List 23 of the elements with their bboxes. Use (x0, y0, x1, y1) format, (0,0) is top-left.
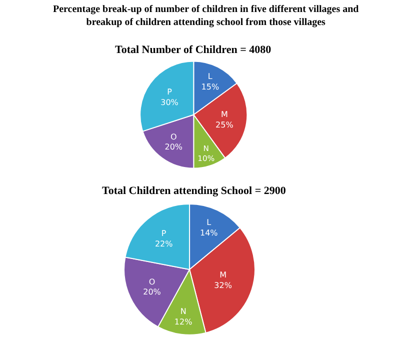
slice-label: P (161, 228, 166, 238)
slice-label: N (180, 307, 186, 316)
slice-label: M (220, 270, 227, 280)
data-label: 30% (160, 98, 179, 108)
data-label: 20% (164, 142, 183, 152)
slice-label: O (170, 132, 177, 142)
slice-label: M (220, 110, 228, 119)
data-label: 32% (214, 281, 232, 290)
data-label: 25% (216, 120, 234, 130)
chart-title: Percentage break-up of number of children in five different villages and breakup of children attending school from those villages (53, 4, 360, 28)
data-label: 10% (198, 154, 215, 163)
data-label: 14% (200, 228, 218, 238)
data-label: 15% (201, 82, 220, 92)
slice-label: N (203, 144, 209, 154)
slice-label: P (167, 88, 172, 97)
slice-label: L (206, 218, 212, 228)
chart-subtitle: Total Number of Children = 4080 (115, 44, 272, 56)
data-label: 12% (174, 318, 193, 327)
data-label: 20% (143, 288, 162, 297)
slice-label: L (208, 72, 213, 82)
slice-label: O (148, 277, 156, 286)
data-label: 22% (154, 239, 174, 248)
chart-title: Total Children attending School = 2900 (102, 185, 286, 197)
